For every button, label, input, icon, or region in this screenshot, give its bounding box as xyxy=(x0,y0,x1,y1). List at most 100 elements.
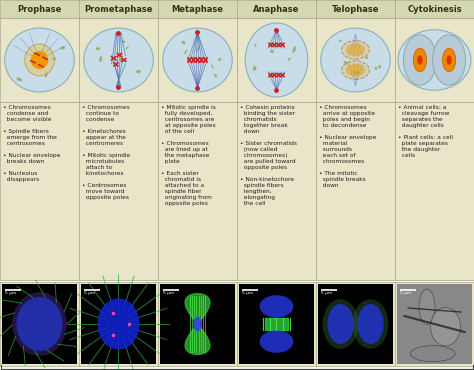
Ellipse shape xyxy=(95,47,100,50)
Text: • Cohesin proteins
  binding the sister
  chromatids
  together break
  down

• : • Cohesin proteins binding the sister ch… xyxy=(240,105,297,206)
Bar xyxy=(79,102,158,280)
Ellipse shape xyxy=(346,64,365,77)
Bar xyxy=(237,282,316,366)
Bar xyxy=(79,282,158,366)
Bar xyxy=(316,102,395,280)
Bar xyxy=(0,0,79,18)
Bar xyxy=(395,282,474,366)
Ellipse shape xyxy=(346,44,365,56)
Text: Prometaphase: Prometaphase xyxy=(84,4,153,13)
Ellipse shape xyxy=(260,330,293,353)
Bar xyxy=(397,284,472,364)
Ellipse shape xyxy=(182,41,185,44)
Bar xyxy=(79,18,158,102)
Ellipse shape xyxy=(338,40,343,42)
Bar xyxy=(237,0,316,18)
Text: 5 μm: 5 μm xyxy=(321,291,332,295)
Ellipse shape xyxy=(193,317,202,331)
Ellipse shape xyxy=(211,64,214,68)
Ellipse shape xyxy=(136,70,141,73)
Ellipse shape xyxy=(419,289,435,324)
Ellipse shape xyxy=(45,60,49,65)
Ellipse shape xyxy=(252,67,257,70)
Bar xyxy=(81,284,156,364)
Ellipse shape xyxy=(343,61,349,65)
Bar xyxy=(237,102,316,280)
Text: • Chromosomes
  continue to
  condense

• Kinetochores
  appear at the
  centrom: • Chromosomes continue to condense • Kin… xyxy=(82,105,130,200)
Bar xyxy=(158,0,237,18)
Ellipse shape xyxy=(342,41,369,59)
Ellipse shape xyxy=(328,304,354,344)
Ellipse shape xyxy=(260,295,293,317)
Text: 5 μm: 5 μm xyxy=(84,291,95,295)
Bar xyxy=(0,282,79,366)
Ellipse shape xyxy=(410,346,455,362)
Bar xyxy=(160,284,235,364)
Ellipse shape xyxy=(378,65,382,68)
Ellipse shape xyxy=(321,28,390,92)
Ellipse shape xyxy=(322,299,358,349)
Bar xyxy=(158,18,237,102)
Bar xyxy=(395,0,474,18)
Text: 5 μm: 5 μm xyxy=(400,291,411,295)
Ellipse shape xyxy=(403,35,437,85)
Ellipse shape xyxy=(288,58,291,61)
Ellipse shape xyxy=(84,28,153,92)
Ellipse shape xyxy=(357,304,383,344)
Text: Metaphase: Metaphase xyxy=(172,4,224,13)
Bar xyxy=(239,284,314,364)
Text: 5 μm: 5 μm xyxy=(242,291,253,295)
Ellipse shape xyxy=(218,58,222,61)
Ellipse shape xyxy=(119,58,121,61)
Ellipse shape xyxy=(447,55,452,65)
Ellipse shape xyxy=(40,49,43,54)
Ellipse shape xyxy=(430,307,460,346)
Ellipse shape xyxy=(342,61,369,79)
Ellipse shape xyxy=(17,297,63,351)
Ellipse shape xyxy=(45,71,48,78)
Ellipse shape xyxy=(398,30,471,90)
Ellipse shape xyxy=(443,48,456,72)
Bar xyxy=(316,0,395,18)
Bar xyxy=(158,282,237,366)
Bar xyxy=(79,0,158,18)
Ellipse shape xyxy=(12,292,67,356)
Ellipse shape xyxy=(214,74,217,78)
Ellipse shape xyxy=(5,28,74,92)
Bar xyxy=(395,102,474,280)
Bar xyxy=(318,284,393,364)
Ellipse shape xyxy=(270,50,274,53)
Ellipse shape xyxy=(51,57,56,61)
Ellipse shape xyxy=(121,40,125,43)
Ellipse shape xyxy=(255,43,256,47)
Bar xyxy=(0,102,79,280)
Text: 5 μm: 5 μm xyxy=(163,291,174,295)
Ellipse shape xyxy=(184,50,187,54)
Bar xyxy=(395,18,474,102)
Ellipse shape xyxy=(163,28,232,92)
Ellipse shape xyxy=(375,67,377,70)
Ellipse shape xyxy=(292,46,296,53)
Ellipse shape xyxy=(365,56,368,59)
Text: Prophase: Prophase xyxy=(18,4,62,13)
Ellipse shape xyxy=(417,55,422,65)
Bar xyxy=(316,18,395,102)
Ellipse shape xyxy=(353,71,359,74)
Bar xyxy=(0,18,79,102)
Text: • Animal cells: a
  cleavage furrow
  separates the
  daughter cells

• Plant ce: • Animal cells: a cleavage furrow separa… xyxy=(398,105,453,158)
Ellipse shape xyxy=(126,46,129,50)
Ellipse shape xyxy=(413,48,427,72)
Text: Anaphase: Anaphase xyxy=(253,4,300,13)
Ellipse shape xyxy=(17,77,22,81)
Text: 5 μm: 5 μm xyxy=(5,291,16,295)
Ellipse shape xyxy=(25,44,54,76)
Bar xyxy=(158,102,237,280)
Ellipse shape xyxy=(245,23,308,97)
Bar xyxy=(2,284,77,364)
Text: • Chromosomes
  arrive at opposite
  poles and begin
  to decondense

• Nuclear : • Chromosomes arrive at opposite poles a… xyxy=(319,105,376,188)
Text: Cytokinesis: Cytokinesis xyxy=(407,4,462,13)
Text: Telophase: Telophase xyxy=(332,4,379,13)
Ellipse shape xyxy=(31,51,48,69)
Bar xyxy=(237,18,316,102)
Ellipse shape xyxy=(61,46,65,50)
